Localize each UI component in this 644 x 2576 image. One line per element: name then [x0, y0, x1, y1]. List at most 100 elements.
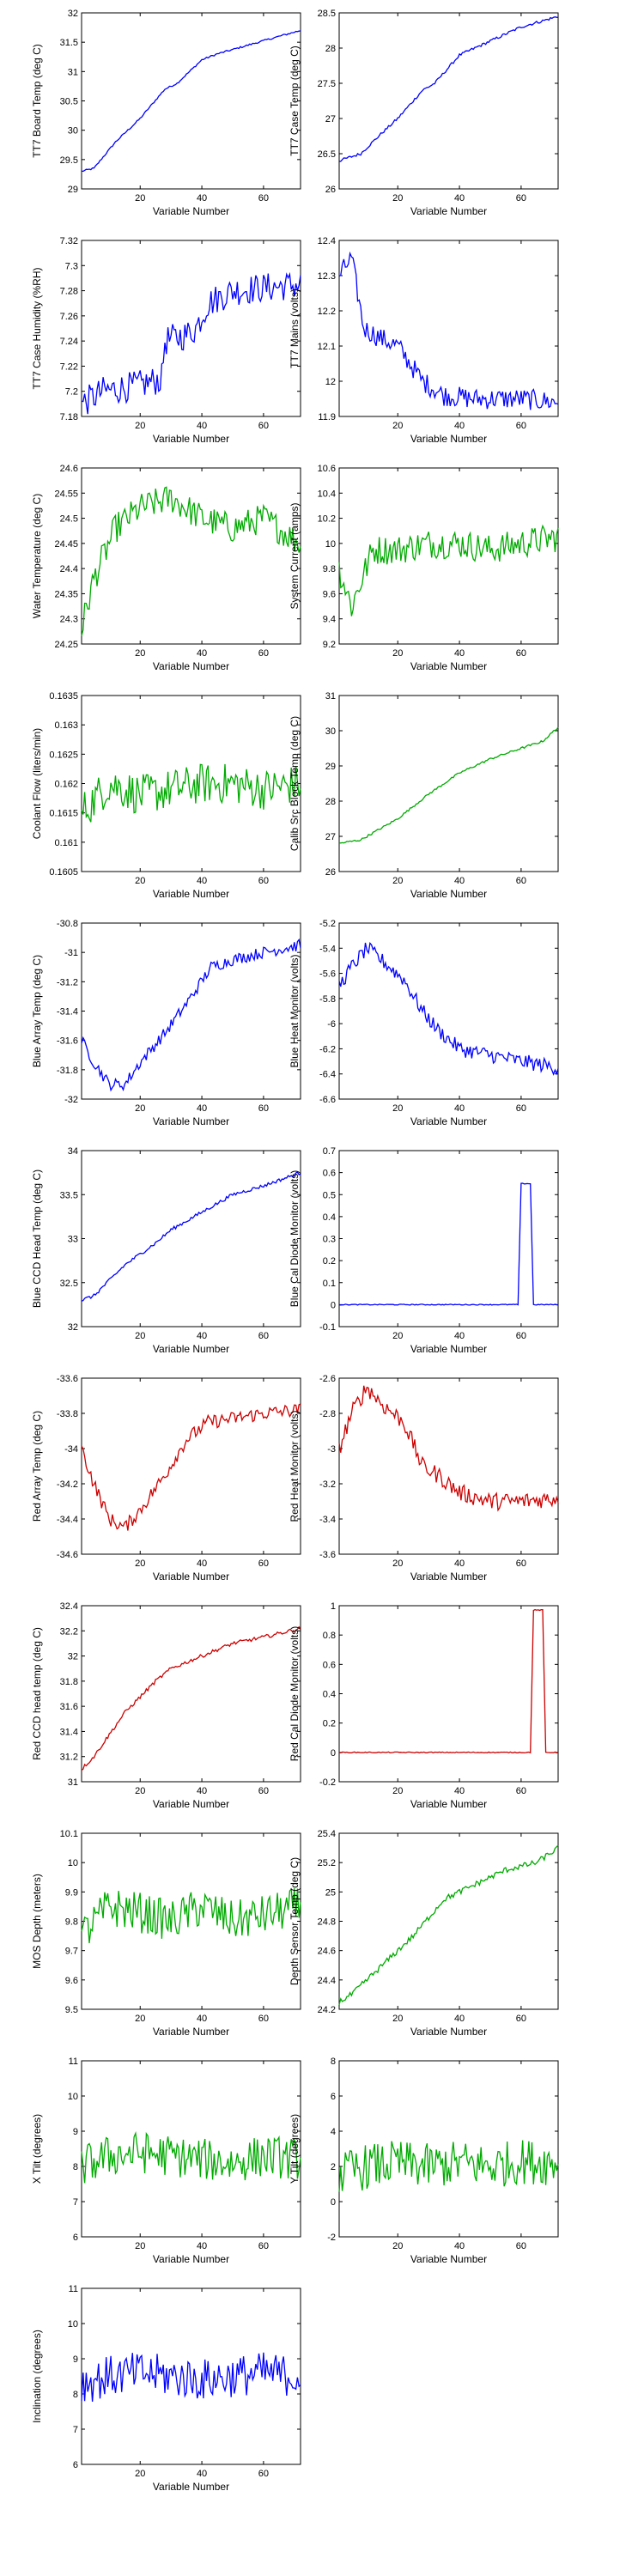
x-tick-label: 40 — [454, 1558, 465, 1569]
y-tick-label: 32.4 — [60, 1601, 78, 1612]
y-tick-label: 9.4 — [323, 615, 336, 625]
y-axis-label: Water Temperature (deg C) — [31, 494, 43, 618]
x-axis-label: Variable Number — [153, 1798, 229, 1810]
y-axis-label: Blue CCD Head Temp (deg C) — [31, 1170, 43, 1308]
x-tick-label: 60 — [258, 2241, 269, 2251]
series-line — [81, 1625, 301, 1771]
x-tick-label: 40 — [197, 2469, 207, 2479]
chart-panel-19: 20 40 60 -2 0 2 4 6 8 Variable Number Y Tilt (degr… — [289, 2057, 559, 2265]
plot-area — [338, 1377, 559, 1555]
x-tick-label: 40 — [454, 2014, 465, 2024]
y-tick-label: -6.6 — [319, 1095, 336, 1105]
y-tick-label: -0.2 — [319, 1777, 336, 1788]
chart-panel-20: 20 40 60 6 7 8 9 10 11 Variable Number Inclination… — [31, 2284, 301, 2493]
y-tick-label: 0.4 — [323, 1212, 336, 1223]
chart-panel-5: 20 40 60 9.2 9.4 9.6 9.8 10 10.2 10.4 10.6 Variable… — [289, 464, 559, 672]
x-tick-label: 20 — [135, 2469, 145, 2479]
y-tick-label: 31.6 — [60, 1702, 78, 1712]
x-tick-label: 20 — [392, 2241, 403, 2251]
y-tick-label: 29.5 — [60, 155, 78, 166]
y-tick-label: 10 — [68, 2319, 78, 2330]
x-tick-label: 40 — [197, 1331, 207, 1341]
x-tick-label: 60 — [258, 2014, 269, 2024]
x-tick-label: 60 — [258, 2469, 269, 2479]
chart-panel-14: 20 40 60 31 31.2 31.4 31.6 31.8 32 32.2 32.4 Variab… — [31, 1601, 301, 1810]
y-tick-label: -31.8 — [57, 1066, 78, 1076]
x-tick-label: 60 — [516, 2241, 526, 2251]
y-tick-label: 10.6 — [318, 464, 336, 474]
x-tick-label: 40 — [197, 421, 207, 431]
y-tick-label: 33.5 — [60, 1190, 78, 1200]
y-tick-label: -34.4 — [57, 1515, 78, 1525]
y-tick-label: 24.45 — [54, 539, 78, 550]
y-tick-label: 7.22 — [60, 361, 78, 372]
y-tick-label: 9.5 — [65, 2005, 78, 2015]
x-tick-label: 40 — [197, 876, 207, 886]
y-tick-label: 28 — [325, 44, 336, 54]
series-line — [338, 16, 559, 162]
x-tick-label: 60 — [516, 2014, 526, 2024]
x-tick-label: 60 — [516, 1558, 526, 1569]
chart-panel-2: 20 40 60 7.18 7.2 7.22 7.24 7.26 7.28 7.3 7.32 Vari… — [31, 236, 301, 445]
y-tick-label: 0.1635 — [49, 691, 78, 702]
series-line — [338, 1385, 559, 1512]
y-tick-label: 24.2 — [318, 2005, 336, 2015]
plot-area — [338, 1832, 559, 2010]
series-line — [81, 938, 301, 1092]
x-tick-label: 20 — [135, 1331, 145, 1341]
y-axis-label: TT7 Case Humidity (%RH) — [31, 267, 43, 389]
x-tick-label: 20 — [392, 1786, 403, 1796]
y-tick-label: -6.2 — [319, 1044, 336, 1054]
y-tick-label: 9.6 — [323, 589, 336, 599]
x-tick-label: 60 — [516, 648, 526, 659]
y-axis-label: TT7 Mains (volts) — [289, 289, 301, 368]
chart-panel-12: 20 40 60 -34.6 -34.4 -34.2 -34 -33.8 -33.6 Variab… — [31, 1374, 301, 1583]
x-axis-label: Variable Number — [410, 660, 487, 672]
y-tick-label: 10 — [325, 539, 336, 550]
y-tick-label: -3.6 — [319, 1550, 336, 1560]
x-tick-label: 40 — [454, 421, 465, 431]
y-tick-label: 11 — [69, 2284, 78, 2294]
series-line — [338, 1608, 558, 1754]
plot-area — [338, 240, 559, 417]
y-tick-label: 32 — [68, 1322, 78, 1333]
y-tick-label: 0.2 — [323, 1256, 336, 1267]
x-tick-label: 20 — [135, 2241, 145, 2251]
y-tick-label: 25 — [325, 1887, 336, 1898]
y-axis-label: TT7 Board Temp (deg C) — [31, 44, 43, 158]
x-tick-label: 60 — [258, 876, 269, 886]
series-line — [81, 486, 301, 636]
x-axis-label: Variable Number — [153, 433, 229, 445]
x-tick-label: 40 — [454, 1331, 465, 1341]
x-tick-label: 40 — [197, 648, 207, 659]
x-axis-label: Variable Number — [410, 433, 487, 445]
x-tick-label: 20 — [135, 2014, 145, 2024]
y-axis-label: Coolant Flow (liters/min) — [31, 728, 43, 839]
y-tick-label: -33.6 — [57, 1374, 78, 1384]
x-tick-label: 20 — [392, 1558, 403, 1569]
series-line — [81, 763, 301, 823]
x-tick-label: 60 — [258, 1331, 269, 1341]
x-tick-label: 60 — [516, 1786, 526, 1796]
y-tick-label: 0.7 — [323, 1146, 336, 1157]
y-tick-label: 6 — [73, 2233, 78, 2243]
x-tick-label: 40 — [454, 1786, 465, 1796]
y-tick-label: 0.162 — [54, 780, 78, 790]
y-tick-label: 1 — [331, 1601, 336, 1612]
y-tick-label: 0.8 — [323, 1631, 336, 1641]
x-axis-label: Variable Number — [153, 660, 229, 672]
series-line — [338, 524, 559, 617]
y-tick-label: 11.9 — [318, 412, 336, 422]
x-tick-label: 20 — [392, 2014, 403, 2024]
chart-panel-0: 20 40 60 29 29.5 30 30.5 31 31.5 32 Variable Numbe… — [31, 9, 301, 217]
x-tick-label: 60 — [258, 1786, 269, 1796]
y-tick-label: 27.5 — [318, 79, 336, 89]
y-tick-label: 10.2 — [318, 514, 336, 525]
y-tick-label: 8 — [73, 2162, 78, 2172]
y-tick-label: 24.6 — [60, 464, 78, 474]
plot-area — [338, 1605, 559, 1783]
x-tick-label: 60 — [258, 1558, 269, 1569]
y-tick-label: 24.25 — [54, 640, 78, 650]
y-axis-label: Y Tilt (degrees) — [289, 2114, 301, 2184]
y-tick-label: 27 — [325, 832, 336, 842]
